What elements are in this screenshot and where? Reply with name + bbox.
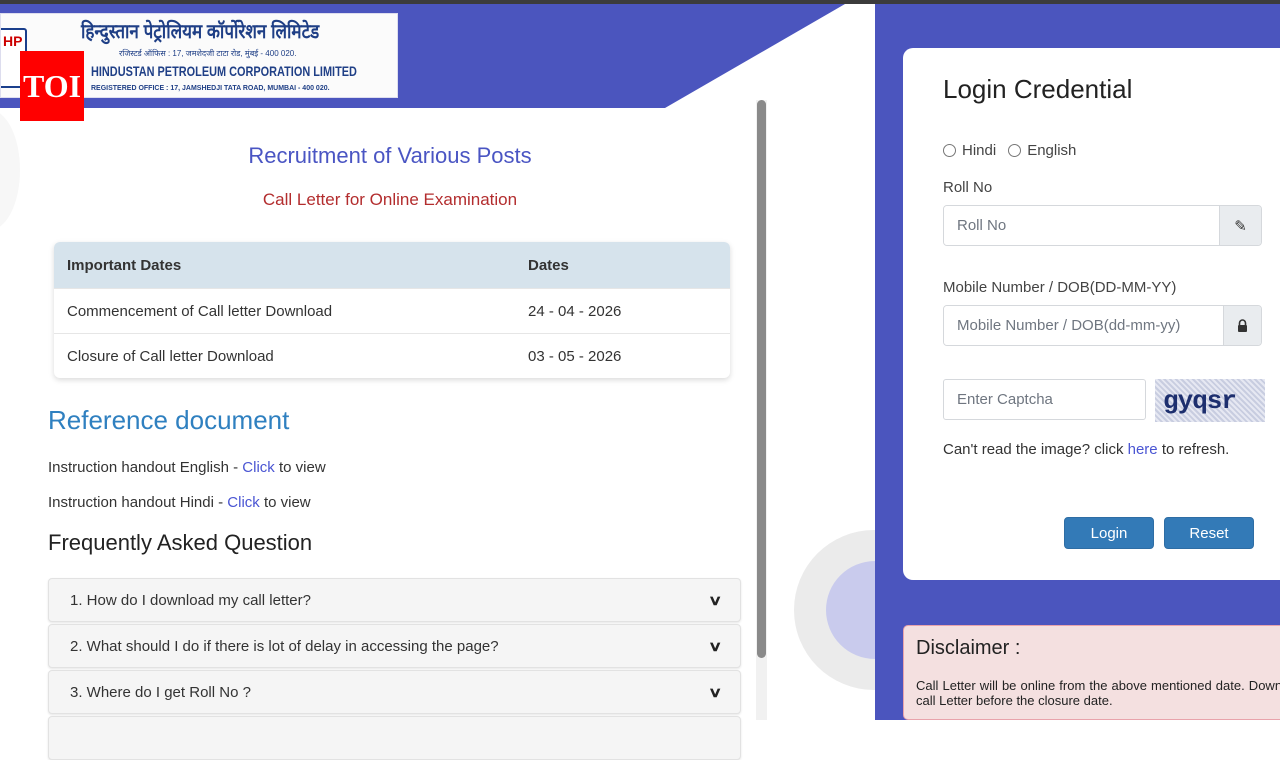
important-dates-table: Important Dates Dates Commencement of Cal…	[54, 242, 730, 378]
faq-question: 3. Where do I get Roll No ?	[70, 683, 251, 701]
logo-english: HINDUSTAN PETROLEUM CORPORATION LIMITED	[91, 63, 357, 79]
disclaimer-box: Disclaimer : Call Letter will be online …	[903, 625, 1280, 720]
chevron-down-icon: ∨	[707, 637, 723, 654]
disclaimer-title: Disclaimer :	[916, 637, 1021, 659]
scrollbar-thumb[interactable]	[757, 100, 766, 658]
login-button[interactable]: Login	[1064, 517, 1154, 549]
english-handout-link[interactable]: Click	[242, 459, 275, 476]
toi-watermark: TOI	[20, 51, 84, 121]
reference-heading: Reference document	[48, 405, 290, 435]
browser-top-bar	[0, 0, 1280, 4]
language-radio-group: Hindi English	[943, 142, 1076, 159]
roll-no-group: ✎	[943, 205, 1262, 246]
mobile-dob-input[interactable]	[944, 306, 1224, 345]
pencil-icon: ✎	[1219, 206, 1261, 245]
radio-label: Hindi	[962, 142, 997, 159]
instruction-hindi: Instruction handout Hindi - Click to vie…	[48, 494, 311, 511]
roll-no-input[interactable]	[944, 206, 1220, 245]
reset-button[interactable]: Reset	[1164, 517, 1254, 549]
captcha-input[interactable]	[943, 379, 1146, 420]
table-row: Commencement of Call letter Download 24 -…	[54, 288, 730, 333]
lock-icon	[1223, 306, 1261, 345]
page-subtitle: Call Letter for Online Examination	[262, 190, 518, 209]
faq-item[interactable]: 3. Where do I get Roll No ? ∨	[48, 670, 741, 714]
hindi-handout-link[interactable]: Click	[227, 494, 260, 511]
table-row: Closure of Call letter Download 03 - 05 -…	[54, 333, 730, 378]
radio-icon[interactable]	[1008, 144, 1022, 157]
login-card: Login Credential Hindi English Roll No ✎…	[903, 48, 1280, 580]
hpcl-logo-banner: HP हिन्दुस्तान पेट्रोलियम कॉर्पोरेशन लिम…	[0, 13, 398, 98]
logo-address: REGISTERED OFFICE : 17, JAMSHEDJI TATA R…	[91, 85, 330, 92]
faq-question: 1. How do I download my call letter?	[70, 591, 311, 609]
page-title: Recruitment of Various Posts	[248, 143, 532, 168]
header-cell: Important Dates	[67, 256, 182, 274]
roll-no-label: Roll No	[943, 179, 993, 196]
table-header: Important Dates Dates	[54, 242, 730, 288]
disclaimer-text: Call Letter will be online from the abov…	[916, 678, 1280, 708]
captcha-refresh-link[interactable]: here	[1127, 441, 1158, 458]
radio-label: English	[1027, 142, 1077, 159]
logo-hindi-address: रजिस्टर्ड ऑफिस : 17, जमशेदजी टाटा रोड, म…	[119, 49, 297, 58]
table-cell: 03 - 05 - 2026	[528, 347, 622, 365]
faq-question: 2. What should I do if there is lot of d…	[70, 637, 499, 655]
decor-circle	[0, 110, 20, 230]
label: to view	[274, 459, 326, 476]
label: Instruction handout English -	[48, 459, 243, 476]
faq-item[interactable]	[48, 716, 741, 760]
table-cell: Commencement of Call letter Download	[67, 302, 333, 320]
faq-item[interactable]: 1. How do I download my call letter? ∨	[48, 578, 741, 622]
label: Can't read the image? click	[943, 441, 1128, 458]
faq-heading: Frequently Asked Question	[48, 530, 313, 555]
radio-hindi[interactable]: Hindi	[943, 142, 996, 159]
radio-icon[interactable]	[943, 144, 956, 157]
table-cell: Closure of Call letter Download	[67, 347, 274, 365]
captcha-image: gyqsr	[1155, 379, 1265, 422]
faq-item[interactable]: 2. What should I do if there is lot of d…	[48, 624, 741, 668]
chevron-down-icon: ∨	[707, 591, 723, 608]
label: to view	[259, 494, 311, 511]
captcha-refresh-text: Can't read the image? click here to refr…	[943, 441, 1229, 458]
mobile-dob-group	[943, 305, 1262, 346]
header-cell: Dates	[528, 256, 569, 274]
login-title: Login Credential	[943, 74, 1133, 104]
radio-english[interactable]: English	[1008, 142, 1076, 159]
chevron-down-icon: ∨	[707, 683, 723, 700]
mobile-dob-label: Mobile Number / DOB(DD-MM-YY)	[943, 279, 1177, 296]
table-cell: 24 - 04 - 2026	[528, 302, 622, 320]
label: to refresh.	[1157, 441, 1230, 458]
instruction-english: Instruction handout English - Click to v…	[48, 459, 326, 476]
label: Instruction handout Hindi -	[48, 494, 228, 511]
logo-hindi: हिन्दुस्तान पेट्रोलियम कॉर्पोरेशन लिमिटे…	[81, 21, 320, 43]
